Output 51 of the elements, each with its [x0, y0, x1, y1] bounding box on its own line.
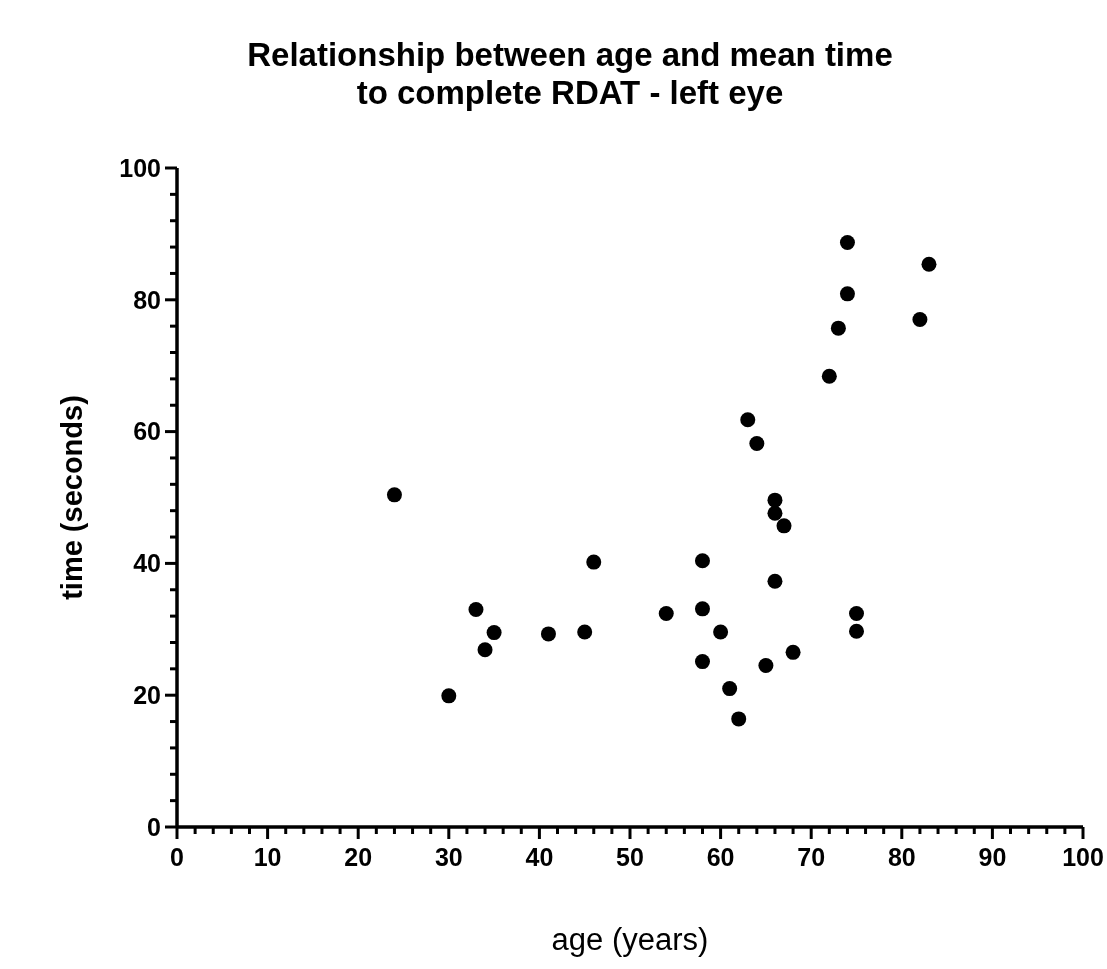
x-tick-label: 90 — [978, 842, 1007, 871]
point — [694, 553, 710, 569]
point — [713, 624, 729, 640]
y-tick-label: 0 — [147, 812, 161, 841]
x-tick-label: 20 — [344, 842, 373, 871]
x-tick-label: 60 — [706, 842, 735, 871]
point — [776, 518, 792, 534]
y-tick-label: 100 — [119, 153, 161, 182]
point — [722, 681, 738, 697]
x-tick-label: 30 — [434, 842, 463, 871]
x-tick-label: 100 — [1062, 842, 1104, 871]
point — [694, 654, 710, 670]
point — [486, 625, 502, 641]
point — [577, 624, 593, 640]
point — [821, 368, 837, 384]
y-tick-label: 60 — [133, 417, 161, 446]
point — [740, 412, 756, 428]
point — [849, 623, 864, 639]
x-tick-label: 10 — [253, 842, 282, 871]
point — [785, 644, 801, 660]
point — [586, 554, 602, 570]
point — [767, 492, 783, 508]
y-tick-label: 40 — [133, 549, 161, 578]
x-axis-title: age (years) — [551, 922, 709, 957]
point — [849, 605, 864, 621]
point — [477, 642, 493, 658]
y-tick-label: 20 — [133, 680, 161, 709]
x-tick-label: 50 — [616, 842, 644, 871]
point — [749, 435, 765, 451]
point — [386, 487, 402, 503]
point — [441, 688, 457, 704]
x-tick-label: 70 — [797, 842, 826, 871]
point — [758, 658, 774, 674]
point — [540, 626, 556, 642]
y-axis-title: time (seconds) — [56, 395, 88, 600]
point — [839, 234, 855, 250]
point — [468, 602, 484, 618]
x-tick-label: 0 — [170, 842, 184, 871]
point — [830, 320, 846, 336]
chart-title: Relationship between age and mean time to complete RDAT - left eye — [247, 36, 893, 111]
point — [658, 605, 674, 621]
point — [921, 256, 937, 272]
point — [767, 505, 783, 521]
point — [912, 312, 928, 328]
point — [839, 286, 855, 302]
point — [694, 601, 710, 617]
x-tick-label: 40 — [525, 842, 554, 871]
y-tick-label: 80 — [133, 285, 161, 314]
point — [767, 573, 783, 589]
point — [731, 711, 747, 727]
x-tick-label: 80 — [887, 842, 916, 871]
